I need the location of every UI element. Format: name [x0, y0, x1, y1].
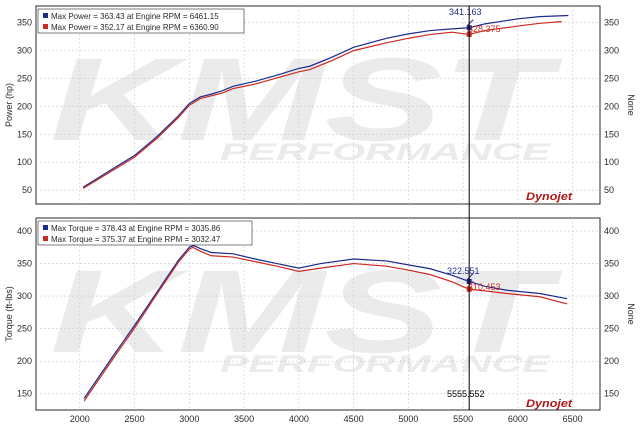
y-tick-label: 350: [17, 259, 32, 269]
y-tick-label: 350: [17, 18, 32, 28]
power-legend: Max Power = 363.43 at Engine RPM = 6461.…: [37, 8, 245, 34]
torque-legend-swatch-blue: [43, 225, 48, 230]
y2-tick-label: 350: [604, 18, 619, 28]
power-watermark-sub: PERFORMANCE: [220, 139, 552, 166]
power-plot-frame: [35, 5, 601, 205]
x-tick-label: 2000: [70, 414, 90, 424]
power-panel: KMST PERFORMANCE 50 50 100 100 150 150 200 200 2…: [4, 5, 636, 205]
torque-watermark: KMST PERFORMANCE: [50, 246, 563, 378]
torque-dynojet-logo-text: Dynojet: [526, 398, 574, 410]
x-tick-label: 5000: [398, 414, 418, 424]
y-tick-label: 250: [17, 74, 32, 84]
y2-tick-label: 300: [604, 46, 619, 56]
y2-tick-label: 300: [604, 291, 619, 301]
torque-panel: KMST PERFORMANCE 150 150 200 200 250 250 300 30…: [4, 217, 636, 424]
torque-series-red: [83, 246, 568, 402]
y-tick-label: 300: [17, 46, 32, 56]
y2-tick-label: 150: [604, 389, 619, 399]
torque-legend-blue: Max Torque = 378.43 at Engine RPM = 3035…: [51, 224, 221, 233]
y-tick-label: 200: [17, 356, 32, 366]
torque-legend-swatch-red: [43, 236, 48, 241]
torque-watermark-brand: KMST: [50, 246, 563, 378]
y2-tick-label: 250: [604, 74, 619, 84]
x-tick-label: 5500: [453, 414, 473, 424]
cursor-marker-arrow: [466, 280, 474, 288]
x-tick-label: 3000: [179, 414, 199, 424]
rpm-cursor-label: 5555.552: [447, 389, 485, 399]
y-tick-label: 150: [17, 389, 32, 399]
y2-tick-label: 200: [604, 356, 619, 366]
power-cursor-value-blue: 341.163: [449, 7, 482, 17]
power-legend-blue: Max Power = 363.43 at Engine RPM = 6461.…: [51, 12, 219, 21]
y-tick-label: 100: [17, 157, 32, 167]
y2-tick-label: 200: [604, 101, 619, 111]
power-legend-red: Max Power = 352.17 at Engine RPM = 6360.…: [51, 23, 219, 32]
x-tick-label: 3500: [234, 414, 254, 424]
x-tick-label: 4500: [344, 414, 364, 424]
power-cursor-value-red: 328.375: [468, 24, 501, 34]
torque-legend-box: [37, 220, 253, 246]
y2-tick-label: 250: [604, 324, 619, 334]
y-tick-label: 150: [17, 129, 32, 139]
power-legend-swatch-blue: [43, 13, 48, 18]
power-dynojet-logo: Dynojet: [526, 191, 574, 203]
torque-y-axis-label: Torque (ft-lbs): [4, 286, 14, 342]
torque-y2-axis-label: None: [626, 303, 636, 325]
torque-y-ticks: 150 150 200 200 250 250 300 300 350 350 400 400: [17, 226, 619, 399]
y-tick-label: 250: [17, 324, 32, 334]
y-tick-label: 300: [17, 291, 32, 301]
power-grid: [36, 6, 600, 204]
y2-tick-label: 100: [604, 157, 619, 167]
y-tick-label: 50: [22, 185, 32, 195]
torque-dynojet-logo: Dynojet: [526, 398, 574, 410]
power-y-axis-label: Power (hp): [4, 83, 14, 127]
torque-cursor-value-red: 310.453: [468, 282, 501, 292]
power-watermark-brand: KMST: [50, 34, 563, 166]
cursor-marker-arrow: [466, 19, 474, 27]
torque-cursor-value-blue: 322.551: [447, 266, 480, 276]
y2-tick-label: 50: [604, 185, 614, 195]
torque-legend-red: Max Torque = 375.37 at Engine RPM = 3032…: [51, 235, 221, 244]
torque-plot-frame: [35, 217, 601, 411]
torque-watermark-sub: PERFORMANCE: [220, 351, 552, 378]
x-tick-label: 6500: [563, 414, 583, 424]
cursor-marker-arrow: [466, 26, 474, 33]
power-watermark: KMST PERFORMANCE: [50, 34, 563, 166]
power-legend-box: [37, 8, 245, 34]
y-tick-label: 400: [17, 226, 32, 236]
power-legend-swatch-red: [43, 24, 48, 29]
y2-tick-label: 350: [604, 259, 619, 269]
x-tick-label: 2500: [125, 414, 145, 424]
y-tick-label: 200: [17, 101, 32, 111]
power-y-ticks: 50 50 100 100 150 150 200 200 250 250 300 300 350 350: [17, 18, 619, 195]
power-dynojet-logo-text: Dynojet: [526, 191, 574, 203]
cursor-marker-arrow: [466, 273, 474, 280]
y2-tick-label: 150: [604, 129, 619, 139]
torque-x-ticks: 2000 2500 3000 3500 4000 4500 5000 5500 6000 6500: [70, 414, 583, 424]
torque-legend: Max Torque = 378.43 at Engine RPM = 3035…: [37, 220, 253, 246]
y2-tick-label: 400: [604, 226, 619, 236]
x-tick-label: 6000: [508, 414, 528, 424]
power-y2-axis-label: None: [626, 94, 636, 116]
x-tick-label: 4000: [289, 414, 309, 424]
